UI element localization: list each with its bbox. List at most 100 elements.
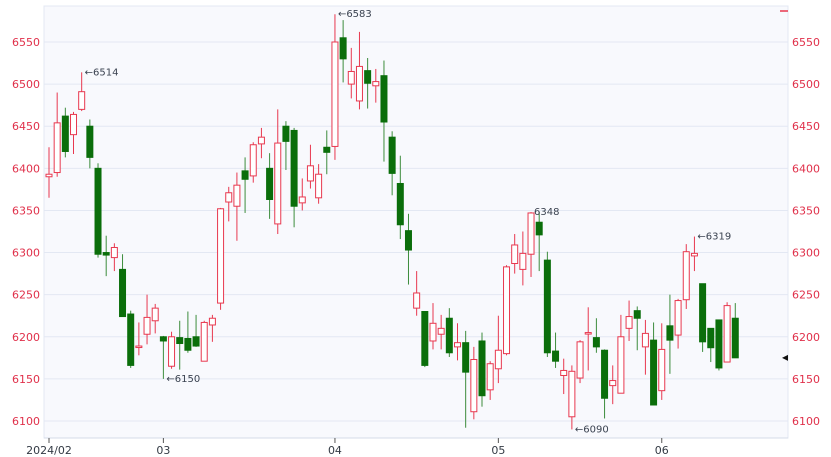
candle-up bbox=[486, 363, 494, 391]
candle-down bbox=[61, 115, 69, 152]
candle-down bbox=[552, 350, 560, 362]
candle-up bbox=[429, 322, 437, 342]
candle-up bbox=[372, 81, 380, 87]
price-annotation: 6348 bbox=[534, 207, 559, 218]
price-annotation: ←6319 bbox=[697, 232, 731, 243]
price-annotation: ←6514 bbox=[85, 67, 119, 78]
price-annotation: ←6090 bbox=[575, 424, 609, 435]
candle-up bbox=[217, 208, 225, 304]
candle-up bbox=[682, 251, 690, 301]
candle-down bbox=[396, 182, 404, 226]
candle-down bbox=[535, 221, 543, 236]
candle-down bbox=[184, 337, 192, 351]
candle-down bbox=[731, 317, 739, 359]
candle-down bbox=[445, 317, 453, 354]
grid-lines bbox=[44, 41, 788, 422]
x-tick-label: 06 bbox=[655, 444, 669, 457]
x-tick-label: 03 bbox=[156, 444, 170, 457]
annotations: ←6514 ←6150 ←6583 6348 ←6090 ←6319 bbox=[85, 9, 732, 435]
candle-up bbox=[347, 70, 355, 85]
candle-down bbox=[592, 337, 600, 348]
plot-background bbox=[43, 5, 789, 439]
y-tick-label-left: 6100 bbox=[12, 415, 40, 428]
candle-up bbox=[609, 380, 617, 387]
candle-down bbox=[86, 125, 94, 158]
candle-down bbox=[715, 319, 723, 369]
candle-up bbox=[494, 349, 502, 370]
candle-up bbox=[233, 184, 241, 207]
y-tick-label-left: 6350 bbox=[12, 204, 40, 217]
candle-up bbox=[151, 307, 159, 322]
candle-down bbox=[404, 230, 412, 251]
candle-down bbox=[266, 167, 274, 200]
candle-down bbox=[707, 327, 715, 349]
candles bbox=[45, 14, 739, 430]
candle-up bbox=[617, 336, 625, 394]
y-tick-label-right: 6450 bbox=[792, 120, 820, 133]
candle-up bbox=[641, 332, 649, 348]
candle-up bbox=[568, 370, 576, 418]
candle-down bbox=[176, 337, 184, 345]
candle-up bbox=[658, 348, 666, 392]
y-tick-label-right: 6100 bbox=[792, 415, 820, 428]
x-tick-label: 05 bbox=[491, 444, 505, 457]
candle-up bbox=[274, 142, 282, 225]
candle-up bbox=[45, 173, 53, 178]
y-tick-label-left: 6550 bbox=[12, 36, 40, 49]
candle-down bbox=[543, 259, 551, 354]
y-tick-label-right: 6550 bbox=[792, 36, 820, 49]
candle-down bbox=[102, 252, 110, 256]
y-tick-label-left: 6450 bbox=[12, 120, 40, 133]
y-tick-label-left: 6250 bbox=[12, 289, 40, 302]
candle-up bbox=[315, 173, 323, 199]
candle-up bbox=[355, 65, 363, 102]
candle-up bbox=[168, 336, 176, 367]
x-tick-label: 04 bbox=[328, 444, 342, 457]
candle-down bbox=[119, 268, 127, 318]
candle-up bbox=[454, 342, 461, 348]
candle-down bbox=[478, 340, 486, 397]
candle-down bbox=[462, 342, 470, 373]
candle-up bbox=[225, 192, 233, 203]
candle-down bbox=[323, 146, 331, 153]
price-annotation: ←6583 bbox=[338, 9, 372, 20]
candle-down bbox=[127, 313, 135, 366]
candle-up bbox=[527, 212, 535, 255]
candle-up bbox=[625, 316, 633, 329]
y-tick-label-right: 6500 bbox=[792, 78, 820, 91]
y-tick-label-right: 6200 bbox=[792, 331, 820, 344]
candle-down bbox=[290, 129, 298, 207]
candle-down bbox=[601, 349, 609, 399]
candle-down bbox=[388, 136, 396, 174]
y-tick-label-left: 6400 bbox=[12, 162, 40, 175]
candle-down bbox=[633, 310, 641, 319]
candle-up bbox=[306, 165, 314, 182]
y-tick-label-left: 6150 bbox=[12, 373, 40, 386]
candle-up bbox=[437, 327, 445, 335]
candle-up bbox=[723, 305, 731, 363]
last-price-marker-icon bbox=[782, 354, 788, 361]
candle-up bbox=[511, 244, 519, 264]
candle-up bbox=[200, 321, 208, 362]
y-tick-label-left: 6200 bbox=[12, 331, 40, 344]
candle-down bbox=[650, 339, 658, 406]
axes: 6100 6100 6150 6150 6200 6200 6250 6250 6300 6300… bbox=[12, 10, 820, 457]
candle-down bbox=[339, 37, 347, 60]
candle-up bbox=[208, 317, 216, 326]
price-annotation: ←6150 bbox=[166, 374, 200, 385]
y-tick-label-right: 6250 bbox=[792, 289, 820, 302]
candle-down bbox=[699, 283, 707, 343]
y-tick-label-left: 6300 bbox=[12, 247, 40, 260]
candle-down bbox=[421, 311, 429, 366]
y-tick-label-left: 6500 bbox=[12, 78, 40, 91]
candle-up bbox=[110, 246, 118, 259]
candle-down bbox=[192, 336, 200, 347]
candle-down bbox=[241, 170, 249, 180]
candle-up bbox=[470, 359, 478, 413]
candle-up bbox=[519, 252, 527, 270]
candle-up bbox=[576, 341, 584, 379]
candle-down bbox=[282, 125, 290, 142]
candle-up bbox=[78, 91, 86, 110]
candle-up bbox=[298, 196, 306, 204]
